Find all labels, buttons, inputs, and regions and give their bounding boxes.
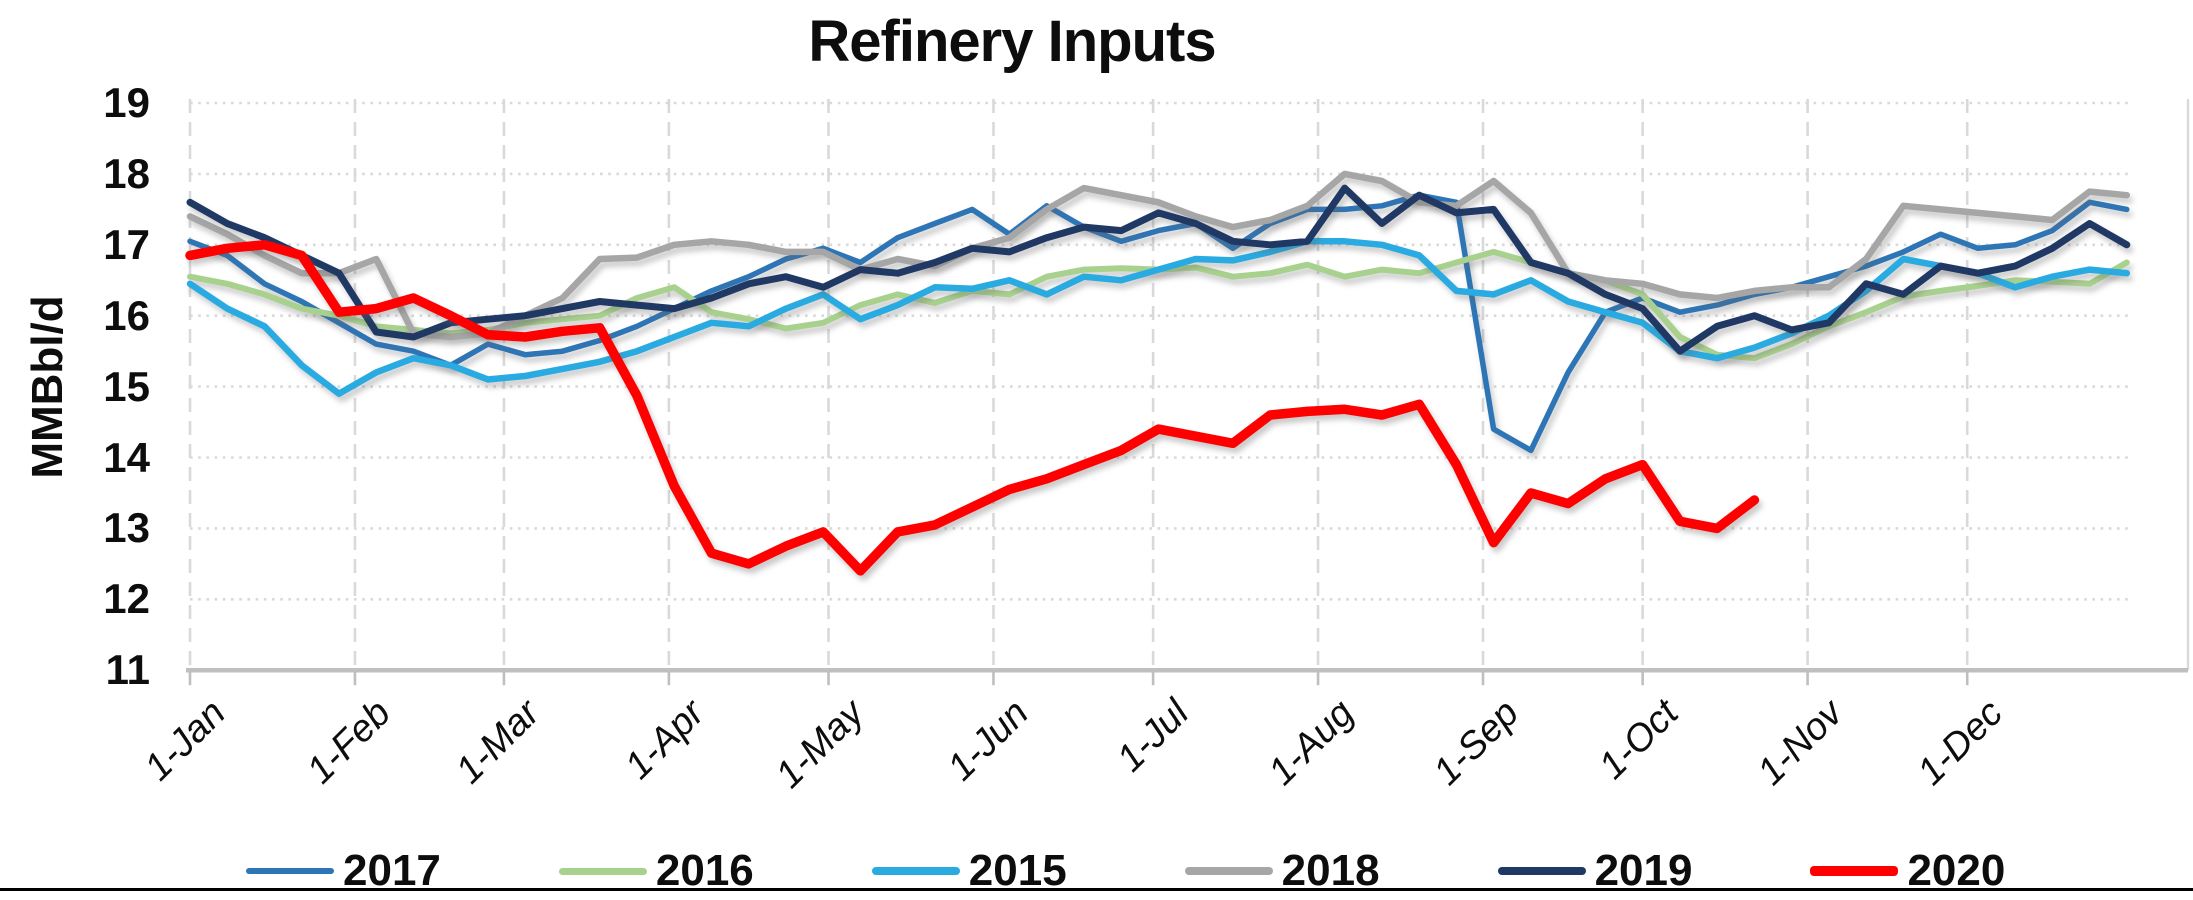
legend-label-2019: 2019: [1594, 846, 1693, 895]
legend-swatch-2020: [1810, 865, 1899, 877]
legend-label-2020: 2020: [1907, 846, 2006, 895]
legend-label-2016: 2016: [655, 846, 754, 895]
legend-item-2017: 2017: [246, 846, 441, 896]
legend-label-2018: 2018: [1281, 846, 1380, 895]
y-tick-label-15: 15: [103, 362, 150, 410]
y-tick-label-17: 17: [103, 220, 150, 268]
legend-swatch-2019: [1497, 867, 1586, 875]
legend-swatch-2015: [871, 867, 960, 875]
series-line-2018: [186, 170, 2131, 341]
legend-item-2015: 2015: [871, 846, 1067, 896]
legend-item-2016: 2016: [558, 846, 754, 896]
legend-swatch-2016: [558, 867, 647, 875]
bottom-border-rule: [0, 888, 2193, 891]
series-line-2019: [186, 184, 2131, 355]
series-line-2020: [185, 240, 1760, 576]
y-tick-label-16: 16: [103, 291, 150, 339]
y-tick-label-13: 13: [103, 504, 150, 552]
y-tick-label-18: 18: [103, 149, 150, 197]
legend-label-2017: 2017: [343, 846, 441, 895]
legend-swatch-2018: [1184, 867, 1273, 875]
y-tick-label-11: 11: [105, 646, 150, 694]
legend-item-2018: 2018: [1184, 846, 1380, 896]
legend: 2017 2016 2015 2018 2019 2020: [246, 846, 2005, 896]
legend-swatch-2017: [246, 867, 334, 875]
y-tick-label-14: 14: [103, 433, 150, 481]
legend-item-2019: 2019: [1497, 846, 1693, 896]
legend-item-2020: 2020: [1810, 846, 2005, 896]
y-tick-label-19: 19: [103, 79, 150, 126]
chart-title: Refinery Inputs: [808, 9, 1216, 74]
y-tick-label-12: 12: [103, 575, 150, 623]
series-line-2017: [187, 192, 2130, 454]
legend-label-2015: 2015: [968, 846, 1067, 895]
